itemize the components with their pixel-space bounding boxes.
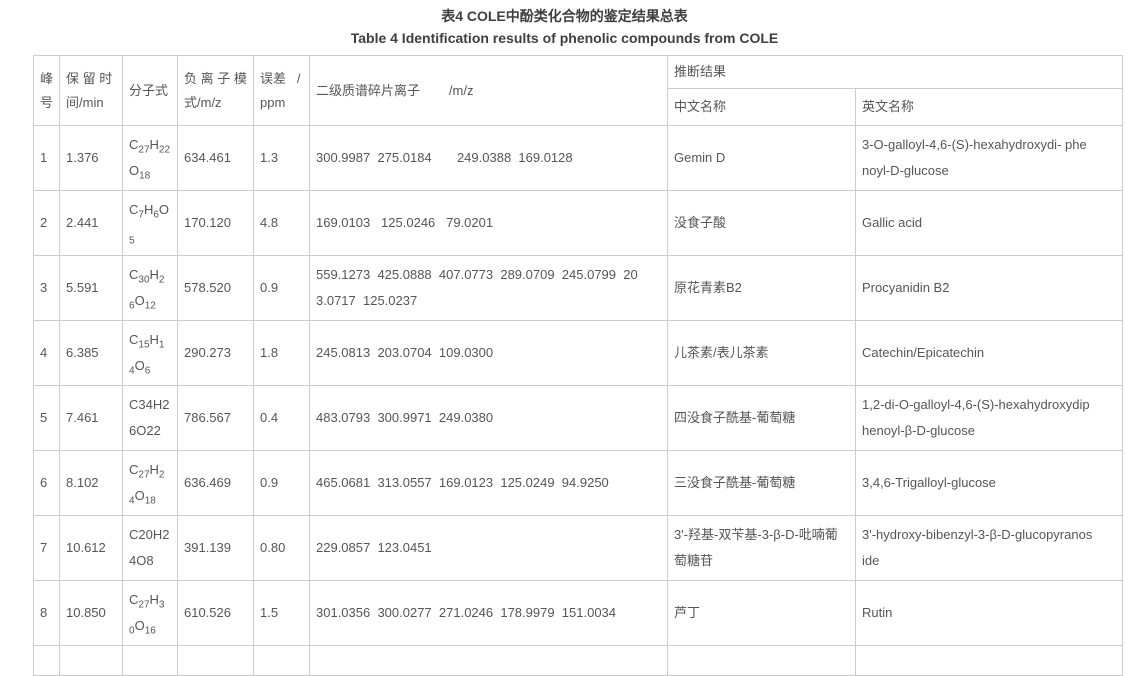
- cell-chinese-name: 3'-羟基-双苄基-3-β-D-吡喃葡 萄糖苷: [667, 515, 856, 581]
- cell-empty: [177, 645, 254, 676]
- col-header-inference-result: 推断结果: [666, 55, 1124, 89]
- col-header-retention-time: 保 留 时 间/min: [59, 55, 123, 126]
- cell-error-ppm: 0.4: [253, 385, 310, 451]
- cell-retention-time: 10.612: [59, 515, 123, 581]
- table-footer: [33, 645, 1124, 676]
- cell-peak-number: 5: [33, 385, 60, 451]
- cell-error-ppm: 0.9: [253, 255, 310, 321]
- cell-english-name: Gallic acid: [854, 190, 1124, 256]
- cell-negative-ion-mz: 578.520: [177, 255, 254, 321]
- cell-ms2-fragments: 169.0103 125.0246 79.0201: [309, 190, 668, 256]
- cell-molecular-formula: C20H2 4O8: [122, 515, 178, 581]
- col-header-chinese-name: 中文名称: [667, 88, 856, 126]
- cell-chinese-name: 没食子酸: [667, 190, 856, 256]
- cell-empty: [253, 645, 310, 676]
- col-header-ms2-fragments: 二级质谱碎片离子 /m/z: [309, 55, 668, 126]
- cell-error-ppm: 1.5: [253, 580, 310, 646]
- cell-ms2-fragments: 300.9987 275.0184 249.0388 169.0128: [309, 125, 668, 191]
- table-row: 5 7.461 C34H2 6O22 786.567 0.4 483.0793 …: [33, 385, 1124, 451]
- cell-molecular-formula: C34H2 6O22: [122, 385, 178, 451]
- cell-empty: [309, 645, 668, 676]
- cell-ms2-fragments: 229.0857 123.0451: [309, 515, 668, 581]
- cell-negative-ion-mz: 290.273: [177, 320, 254, 386]
- compounds-table: 峰 号 保 留 时 间/min 分子式 负 离 子 模 式/m/z 误差 / p…: [33, 55, 1124, 676]
- table-row: 7 10.612 C20H2 4O8 391.139 0.80 229.0857…: [33, 515, 1124, 581]
- cell-error-ppm: 0.80: [253, 515, 310, 581]
- cell-peak-number: 7: [33, 515, 60, 581]
- cell-retention-time: 6.385: [59, 320, 123, 386]
- table-row: 3 5.591 C30H2 6O12 578.520 0.9 559.1273 …: [33, 255, 1124, 321]
- cell-molecular-formula: C27H22 O18: [122, 125, 178, 191]
- cell-negative-ion-mz: 634.461: [177, 125, 254, 191]
- table-caption-zh: 表4 COLE中酚类化合物的鉴定结果总表: [441, 8, 688, 24]
- col-header-peak-number: 峰 号: [33, 55, 60, 126]
- cell-peak-number: 6: [33, 450, 60, 516]
- cell-retention-time: 5.591: [59, 255, 123, 321]
- cell-negative-ion-mz: 391.139: [177, 515, 254, 581]
- cell-negative-ion-mz: 636.469: [177, 450, 254, 516]
- cell-error-ppm: 0.9: [253, 450, 310, 516]
- cell-english-name: 1,2-di-O-galloyl-4,6-(S)-hexahydroxydip …: [854, 385, 1124, 451]
- cell-molecular-formula: C7H6O 5: [122, 190, 178, 256]
- cell-error-ppm: 4.8: [253, 190, 310, 256]
- cell-molecular-formula: C30H2 6O12: [122, 255, 178, 321]
- cell-peak-number: 3: [33, 255, 60, 321]
- cell-ms2-fragments: 245.0813 203.0704 109.0300: [309, 320, 668, 386]
- cell-chinese-name: 原花青素B2: [667, 255, 856, 321]
- table-row: 8 10.850 C27H3 0O16 610.526 1.5 301.0356…: [33, 580, 1124, 646]
- cell-peak-number: 8: [33, 580, 60, 646]
- col-header-negative-ion-mode: 负 离 子 模 式/m/z: [177, 55, 254, 126]
- cell-retention-time: 8.102: [59, 450, 123, 516]
- cell-chinese-name: 三没食子酰基-葡萄糖: [667, 450, 856, 516]
- cell-molecular-formula: C27H3 0O16: [122, 580, 178, 646]
- cell-ms2-fragments: 301.0356 300.0277 271.0246 178.9979 151.…: [309, 580, 668, 646]
- cell-retention-time: 1.376: [59, 125, 123, 191]
- cell-negative-ion-mz: 170.120: [177, 190, 254, 256]
- cell-english-name: 3-O-galloyl-4,6-(S)-hexahydroxydi- phe n…: [854, 125, 1124, 191]
- cell-english-name: Procyanidin B2: [854, 255, 1124, 321]
- cell-ms2-fragments: 483.0793 300.9971 249.0380: [309, 385, 668, 451]
- cell-empty: [122, 645, 178, 676]
- table-row: 4 6.385 C15H1 4O6 290.273 1.8 245.0813 2…: [33, 320, 1124, 386]
- cell-retention-time: 2.441: [59, 190, 123, 256]
- cell-negative-ion-mz: 786.567: [177, 385, 254, 451]
- cell-empty: [59, 645, 123, 676]
- table-captions: 表4 COLE中酚类化合物的鉴定结果总表 Table 4 Identificat…: [0, 0, 1129, 49]
- table-row: 6 8.102 C27H2 4O18 636.469 0.9 465.0681 …: [33, 450, 1124, 516]
- cell-peak-number: 4: [33, 320, 60, 386]
- cell-retention-time: 7.461: [59, 385, 123, 451]
- col-header-english-name: 英文名称: [854, 88, 1124, 126]
- table-header: 峰 号 保 留 时 间/min 分子式 负 离 子 模 式/m/z 误差 / p…: [33, 55, 1124, 126]
- cell-english-name: 3,4,6-Trigalloyl-glucose: [854, 450, 1124, 516]
- cell-ms2-fragments: 465.0681 313.0557 169.0123 125.0249 94.9…: [309, 450, 668, 516]
- cell-chinese-name: 儿茶素/表儿茶素: [667, 320, 856, 386]
- table-row: 1 1.376 C27H22 O18 634.461 1.3 300.9987 …: [33, 125, 1124, 191]
- cell-chinese-name: 芦丁: [667, 580, 856, 646]
- cell-english-name: 3'-hydroxy-bibenzyl-3-β-D-glucopyranos i…: [854, 515, 1124, 581]
- table-row: 2 2.441 C7H6O 5 170.120 4.8 169.0103 125…: [33, 190, 1124, 256]
- cell-peak-number: 2: [33, 190, 60, 256]
- cell-molecular-formula: C27H2 4O18: [122, 450, 178, 516]
- cell-peak-number: 1: [33, 125, 60, 191]
- cell-error-ppm: 1.8: [253, 320, 310, 386]
- col-header-molecular-formula: 分子式: [122, 55, 178, 126]
- col-header-error-ppm: 误差 / ppm: [253, 55, 310, 126]
- table-body: 1 1.376 C27H22 O18 634.461 1.3 300.9987 …: [33, 125, 1124, 646]
- cell-empty: [854, 645, 1124, 676]
- cell-retention-time: 10.850: [59, 580, 123, 646]
- cell-chinese-name: 四没食子酰基-葡萄糖: [667, 385, 856, 451]
- cell-chinese-name: Gemin D: [667, 125, 856, 191]
- table-caption-en: Table 4 Identification results of phenol…: [350, 30, 779, 46]
- cell-negative-ion-mz: 610.526: [177, 580, 254, 646]
- table-row-partial: [33, 645, 1124, 676]
- cell-english-name: Rutin: [854, 580, 1124, 646]
- cell-error-ppm: 1.3: [253, 125, 310, 191]
- cell-ms2-fragments: 559.1273 425.0888 407.0773 289.0709 245.…: [309, 255, 668, 321]
- cell-english-name: Catechin/Epicatechin: [854, 320, 1124, 386]
- cell-empty: [667, 645, 856, 676]
- cell-empty: [33, 645, 60, 676]
- cell-molecular-formula: C15H1 4O6: [122, 320, 178, 386]
